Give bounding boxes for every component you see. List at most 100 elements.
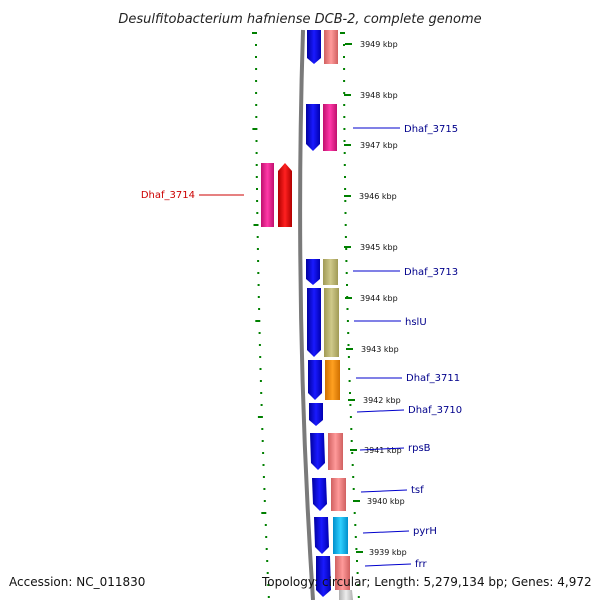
ruler-dot — [255, 104, 258, 106]
gene-label-Dhaf_3711[interactable]: Dhaf_3711 — [406, 373, 460, 384]
gene-leader-line — [359, 447, 405, 451]
gene-label-pyrH[interactable]: pyrH — [413, 526, 437, 537]
gene-arrow — [308, 360, 322, 400]
right-tick-ruler — [340, 32, 360, 598]
ruler-dot — [347, 356, 350, 358]
ruler-dot — [255, 56, 257, 58]
ruler-dot — [353, 512, 356, 514]
ruler-dot — [262, 476, 265, 478]
cog-block — [331, 478, 346, 511]
gene-arrow — [310, 433, 325, 470]
reverse-gene-arrow — [278, 163, 292, 227]
ruler-dot — [347, 332, 350, 334]
genome-backbone — [298, 29, 315, 600]
bottom-feature-strip — [339, 590, 353, 600]
ruler-dot — [349, 392, 351, 394]
gene-leader-line — [356, 409, 405, 413]
ruler-dot — [344, 188, 347, 190]
ruler-dot — [259, 368, 262, 370]
ruler-dot — [348, 380, 351, 382]
ruler-dot — [257, 260, 260, 262]
gene-label-Dhaf_3714[interactable]: Dhaf_3714 — [141, 190, 195, 201]
ruler-dot — [255, 152, 258, 154]
ruler-dot — [348, 368, 351, 370]
gene-labels: Dhaf_3715 Dhaf_3714 Dhaf_3713 hslU Dhaf_… — [141, 124, 462, 570]
ruler-dot — [258, 332, 261, 334]
ruler-dot — [261, 428, 264, 430]
ruler-dot — [265, 548, 268, 550]
ruler-dot — [346, 320, 349, 322]
gene-label-Dhaf_3713[interactable]: Dhaf_3713 — [404, 267, 458, 278]
gene-arrow — [306, 259, 320, 285]
ruler-dot — [255, 68, 258, 70]
ruler-dot — [256, 200, 259, 202]
ruler-dot — [255, 92, 258, 94]
ruler-dot — [255, 80, 258, 82]
gene-label-Dhaf_3715[interactable]: Dhaf_3715 — [404, 124, 458, 135]
ruler-dot — [343, 116, 346, 118]
kbp-scale: 3949 kbp 3948 kbp 3947 kbp 3946 kbp 3945… — [344, 40, 407, 557]
ruler-dot — [264, 524, 267, 526]
ruler-dot — [343, 128, 346, 130]
ruler-dot — [346, 308, 349, 310]
ruler-dot — [265, 536, 268, 538]
gene-label-rpsB[interactable]: rpsB — [408, 443, 431, 454]
ruler-dot — [343, 104, 346, 106]
ruler-dot — [344, 236, 347, 238]
gene-leader-line — [362, 530, 410, 534]
kbp-label: 3943 kbp — [361, 345, 399, 354]
ruler-dot — [255, 164, 258, 166]
ruler-dot — [257, 284, 260, 286]
gene-label-Dhaf_3710[interactable]: Dhaf_3710 — [408, 405, 462, 416]
cog-track — [323, 30, 350, 590]
gene-arrow — [314, 517, 329, 554]
ruler-dot — [356, 572, 359, 574]
ruler-dot — [256, 188, 258, 190]
ruler-dot — [256, 236, 259, 238]
ruler-dot — [255, 140, 258, 142]
ruler-dot — [343, 92, 346, 94]
ruler-dot — [255, 176, 258, 178]
ruler-dot — [253, 224, 259, 226]
gene-label-frr[interactable]: frr — [415, 559, 427, 570]
ruler-dot — [258, 344, 261, 346]
ruler-dot — [347, 344, 350, 346]
kbp-label: 3946 kbp — [359, 192, 397, 201]
ruler-dot — [252, 32, 257, 34]
ruler-dot — [345, 248, 348, 250]
gene-label-tsf[interactable]: tsf — [411, 485, 424, 496]
ruler-dot — [257, 296, 260, 298]
ruler-dot — [262, 464, 265, 466]
gene-leader-line — [364, 563, 412, 567]
ruler-dot — [257, 416, 263, 418]
ruler-dot — [343, 80, 346, 82]
ruler-dot — [343, 140, 346, 142]
kbp-label: 3945 kbp — [360, 243, 398, 252]
ruler-dot — [356, 560, 358, 562]
ruler-dot — [344, 212, 347, 214]
ruler-dot — [344, 224, 347, 226]
ruler-dot — [350, 428, 353, 430]
kbp-label: 3949 kbp — [360, 40, 398, 49]
ruler-dot — [340, 32, 345, 34]
ruler-dot — [343, 68, 346, 70]
kbp-label: 3939 kbp — [369, 548, 407, 557]
ruler-dot — [357, 596, 360, 598]
ruler-dot — [267, 596, 270, 598]
kbp-label: 3948 kbp — [360, 91, 398, 100]
ruler-dot — [343, 44, 345, 46]
cog-block — [328, 433, 343, 470]
ruler-dot — [267, 584, 270, 586]
ruler-dot — [260, 392, 263, 394]
ruler-dot — [259, 380, 262, 382]
gene-arrow — [306, 104, 320, 151]
reverse-cog-block — [261, 163, 274, 227]
gene-label-hslU[interactable]: hslU — [405, 317, 427, 328]
ruler-dot — [259, 356, 262, 358]
gene-arrow — [309, 403, 323, 426]
ruler-dot — [343, 164, 346, 166]
ruler-dot — [354, 536, 357, 538]
ruler-dot — [262, 452, 265, 454]
gene-arrow — [307, 30, 321, 64]
ruler-dot — [343, 152, 346, 154]
